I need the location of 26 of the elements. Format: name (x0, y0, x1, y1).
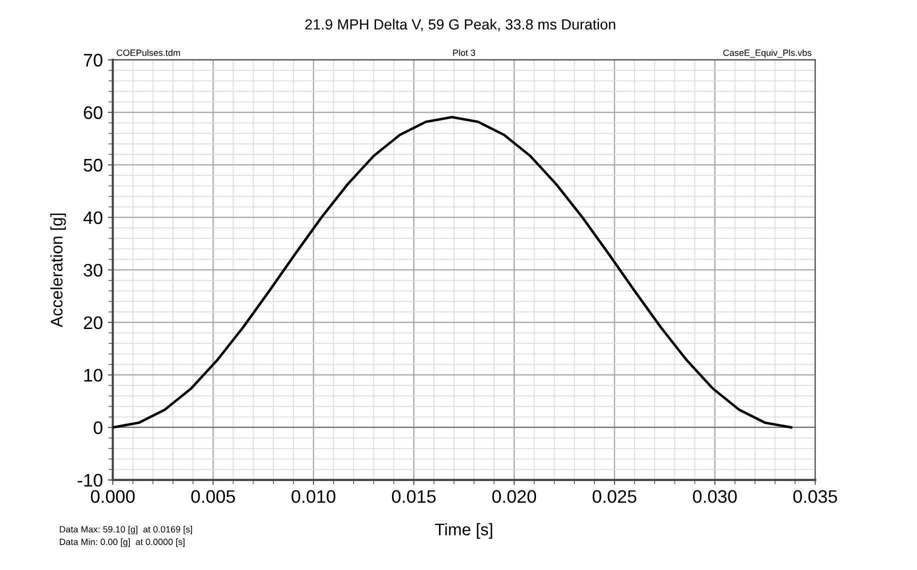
text: COEPulses.tdm (116, 49, 180, 56)
x-axis-title: Time [s] (435, 523, 492, 539)
x-tick-label: 0.015 (392, 490, 436, 503)
y-tick-label: 50 (84, 158, 102, 172)
y-tick-label: 40 (83, 211, 102, 224)
x-tick-label: 0.010 (292, 490, 336, 503)
x-tick-label: 0.025 (592, 490, 636, 503)
text: Data Max: 59.10 [g] at 0.0169 [s] (60, 526, 192, 534)
x-tick-label: 0.020 (492, 490, 536, 503)
line-series (112, 116, 792, 429)
x-tick-label: 0.035 (793, 490, 838, 503)
y-axis-title: Acceleration [g] (50, 214, 66, 328)
y-tick-label: 10 (84, 368, 102, 382)
text: CaseE_Equiv_Pls.vbs (723, 49, 812, 58)
y-tick-label: 30 (84, 264, 102, 277)
y-tick-label: 70 (84, 54, 102, 67)
x-tick-label: 0.005 (191, 490, 235, 503)
y-tick-label: -10 (78, 474, 102, 487)
y-tick-label: 0 (94, 421, 102, 434)
y-tick-label: 20 (84, 316, 102, 330)
y-tick-label: 60 (84, 106, 102, 120)
text: Plot 3 (453, 49, 476, 56)
chart-title: 21.9 MPH Delta V, 59 G Peak, 33.8 ms Duration (305, 18, 616, 32)
x-tick-label: 0.030 (692, 490, 737, 503)
text: Data Min: 0.00 [g] at 0.0000 [s] (60, 538, 184, 547)
x-tick-label: 0.000 (90, 490, 135, 503)
